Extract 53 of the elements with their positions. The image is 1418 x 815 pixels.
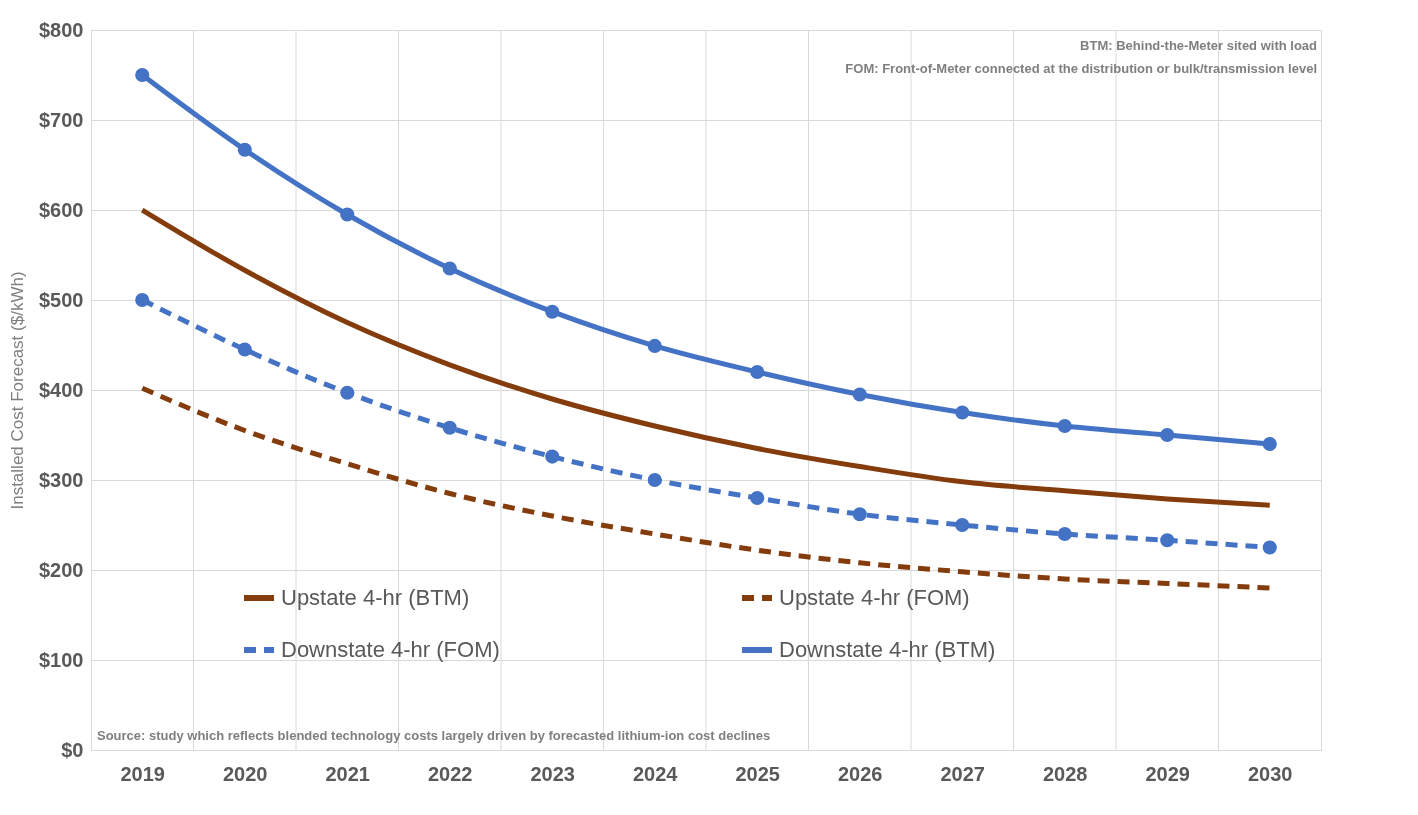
y-tick-label: $800 — [39, 18, 84, 41]
point — [955, 405, 970, 420]
x-tick-label: 2029 — [1145, 762, 1190, 785]
point — [340, 207, 355, 222]
point — [955, 517, 970, 533]
y-tick-label: $0 — [61, 738, 84, 761]
annotation: FOM: Front-of-Meter connected at the distribution or bulk/transmission level — [845, 61, 1317, 76]
annotation: BTM: Behind-the-Meter sited with load — [1080, 38, 1318, 53]
x-tick-label: 2022 — [428, 762, 473, 785]
x-tick-label: 2021 — [325, 762, 370, 785]
x-tick-label: 2026 — [838, 762, 883, 785]
legend-label: Upstate 4-hr (BTM) — [281, 585, 470, 610]
point — [750, 490, 765, 506]
point — [237, 342, 252, 357]
legend-label: Downstate 4-hr (FOM) — [281, 637, 500, 662]
annotation: Source: study which reflects blended technology costs largely driven by forecasted lithium-ion cost declines — [97, 728, 771, 743]
point — [647, 338, 662, 353]
point — [852, 507, 867, 522]
x-tick-label: 2024 — [633, 762, 679, 785]
y-tick-label: $200 — [39, 558, 84, 581]
x-tick-label: 2028 — [1043, 762, 1088, 785]
y-tick-label: $300 — [39, 468, 84, 491]
x-tick-label: 2027 — [940, 762, 985, 785]
point — [852, 387, 867, 402]
point — [545, 449, 560, 464]
point — [750, 364, 765, 380]
x-tick-label: 2025 — [735, 762, 780, 785]
point — [647, 472, 662, 488]
point — [1057, 526, 1072, 542]
point — [340, 385, 355, 400]
legend-label: Upstate 4-hr (FOM) — [779, 585, 970, 610]
y-tick-label: $500 — [39, 288, 84, 311]
point — [1057, 418, 1072, 434]
point — [1160, 427, 1175, 443]
point — [135, 67, 150, 83]
x-tick-label: 2023 — [530, 762, 575, 785]
y-axis-title: Installed Cost Forecast ($/kWh) — [8, 271, 28, 510]
point — [135, 292, 150, 308]
x-tick-label: 2020 — [223, 762, 268, 785]
point — [442, 420, 457, 435]
y-tick-label: $400 — [39, 378, 84, 401]
x-tick-label: 2019 — [120, 762, 165, 785]
point — [545, 304, 560, 319]
x-tick-label: 2030 — [1248, 762, 1293, 785]
y-tick-label: $600 — [39, 198, 84, 221]
point — [1262, 540, 1277, 555]
legend-label: Downstate 4-hr (BTM) — [779, 637, 996, 662]
y-tick-label: $700 — [39, 108, 84, 131]
point — [442, 261, 457, 276]
point — [237, 142, 252, 157]
y-tick-label: $100 — [39, 648, 84, 671]
point — [1160, 533, 1175, 548]
point — [1262, 436, 1277, 452]
